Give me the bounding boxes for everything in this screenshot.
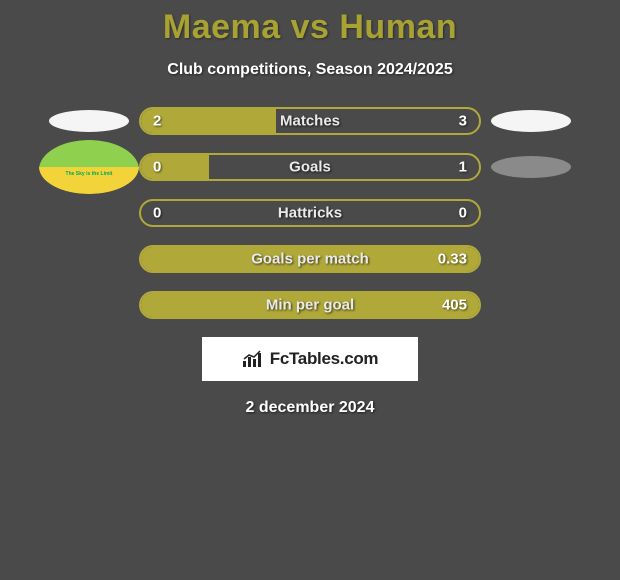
- stat-bar: Min per goal 405: [139, 291, 481, 319]
- stat-bar: Goals per match 0.33: [139, 245, 481, 273]
- stat-label: Goals per match: [251, 251, 369, 268]
- stat-row-hattricks: 0 Hattricks 0: [0, 199, 620, 227]
- right-badge-0: [481, 110, 581, 132]
- brand-text: FcTables.com: [270, 349, 379, 369]
- stat-bar: 0 Hattricks 0: [139, 199, 481, 227]
- stat-label: Goals: [289, 159, 331, 176]
- stat-right-value: 405: [442, 297, 467, 314]
- club-logo-icon: The Sky is the Limit: [39, 140, 139, 194]
- stat-right-value: 0: [459, 205, 467, 222]
- stat-right-value: 0.33: [438, 251, 467, 268]
- comparison-card: Maema vs Human Club competitions, Season…: [0, 0, 620, 417]
- stat-row-goals: The Sky is the Limit 0 Goals 1: [0, 153, 620, 181]
- stat-right-value: 1: [459, 159, 467, 176]
- stat-left-value: 0: [153, 205, 161, 222]
- stat-left-value: 2: [153, 113, 161, 130]
- stat-label: Hattricks: [278, 205, 342, 222]
- player-badge-icon: [49, 110, 129, 132]
- stat-label: Matches: [280, 113, 340, 130]
- chart-icon: [242, 350, 264, 368]
- date-text: 2 december 2024: [0, 399, 620, 417]
- club-badge-icon: [491, 156, 571, 178]
- stat-row-matches: 2 Matches 3: [0, 107, 620, 135]
- stat-label: Min per goal: [266, 297, 354, 314]
- subtitle: Club competitions, Season 2024/2025: [0, 61, 620, 79]
- bar-fill-left: [141, 155, 209, 179]
- page-title: Maema vs Human: [0, 8, 620, 47]
- player-badge-icon: [491, 110, 571, 132]
- left-badge-0: [39, 110, 139, 132]
- brand-badge: FcTables.com: [202, 337, 418, 381]
- stat-right-value: 3: [459, 113, 467, 130]
- stat-bar: 0 Goals 1: [139, 153, 481, 181]
- stat-left-value: 0: [153, 159, 161, 176]
- left-badge-1: The Sky is the Limit: [39, 140, 139, 194]
- right-badge-1: [481, 156, 581, 178]
- stat-row-mpg: Min per goal 405: [0, 291, 620, 319]
- stat-row-gpm: Goals per match 0.33: [0, 245, 620, 273]
- stat-bar: 2 Matches 3: [139, 107, 481, 135]
